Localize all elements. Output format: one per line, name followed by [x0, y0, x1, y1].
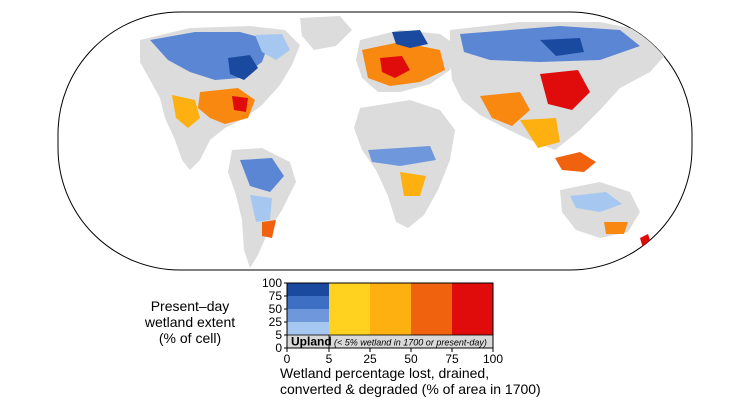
x-tick-5: 5 — [326, 352, 333, 366]
y-title-line-3: (% of cell) — [158, 330, 222, 346]
legend-frame — [286, 282, 494, 349]
legend-cell-loss-75-100 — [452, 283, 493, 335]
x-title-line-2: converted & degraded (% of area in 1700) — [280, 381, 541, 397]
y-tick-100: 100 — [262, 276, 282, 290]
upland-note: (< 5% wetland in 1700 or present-day) — [334, 338, 487, 348]
y-axis-title: Present–day wetland extent (% of cell) — [110, 298, 270, 346]
upland-label: Upland — [291, 335, 332, 349]
y-title-line-1: Present–day — [150, 298, 230, 314]
southeast-asia — [555, 152, 596, 172]
legend-cell-blue-5-25 — [287, 322, 329, 335]
legend-cell-loss-15-25 — [329, 283, 370, 335]
legend-cell-blue-75-100 — [287, 283, 329, 296]
x-tick-0: 0 — [284, 352, 291, 366]
y-tick-5: 5 — [275, 328, 282, 342]
x-title-line-1: Wetland percentage lost, drained, — [280, 365, 490, 381]
y-tick-0: 0 — [275, 341, 282, 355]
x-axis: 0 5 25 50 75 100 — [284, 348, 503, 366]
y-tick-25: 25 — [269, 315, 283, 329]
legend-cell-blue-25-50 — [287, 309, 329, 322]
y-tick-50: 50 — [269, 302, 283, 316]
x-tick-75: 75 — [445, 352, 459, 366]
legend-cell-loss-25-50 — [370, 283, 411, 335]
legend-cell-blue-50-75 — [287, 296, 329, 309]
greenland — [300, 16, 352, 50]
x-tick-100: 100 — [483, 352, 503, 366]
x-tick-50: 50 — [404, 352, 418, 366]
y-tick-75: 75 — [269, 289, 283, 303]
x-axis-title: Wetland percentage lost, drained, conver… — [280, 365, 541, 397]
x-tick-25: 25 — [363, 352, 377, 366]
legend-cell-loss-50-75 — [411, 283, 452, 335]
y-title-line-2: wetland extent — [144, 314, 236, 330]
y-axis: 100 75 50 25 5 0 — [262, 276, 287, 355]
